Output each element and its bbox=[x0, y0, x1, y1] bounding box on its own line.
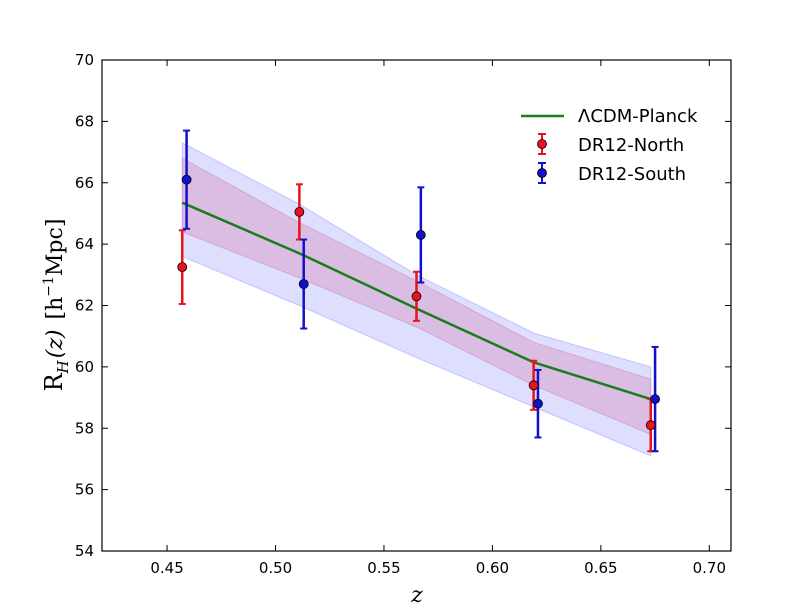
y-ticks: 54 56 58 60 62 64 66 68 70 bbox=[75, 51, 731, 560]
y-tick-label: 60 bbox=[75, 358, 94, 376]
data-point-north bbox=[645, 420, 656, 431]
y-tick-label: 66 bbox=[75, 174, 94, 192]
y-axis-label-unit-sup: −1 bbox=[41, 276, 57, 297]
y-tick-label: 56 bbox=[75, 481, 94, 499]
data-point-south bbox=[298, 279, 309, 289]
x-tick-label: 0.60 bbox=[476, 559, 509, 577]
data-point-south bbox=[650, 394, 660, 404]
y-tick-label: 64 bbox=[75, 235, 94, 253]
data-point-north bbox=[294, 207, 305, 217]
y-tick-label: 62 bbox=[75, 297, 94, 315]
x-tick-label: 0.55 bbox=[367, 559, 400, 577]
y-axis-label-symbol: R bbox=[40, 372, 68, 391]
legend-south-marker bbox=[537, 162, 547, 184]
legend-north-marker bbox=[537, 133, 547, 155]
y-axis-label: RH(z) [h−1Mpc] bbox=[40, 219, 72, 392]
data-point-north bbox=[177, 262, 188, 273]
x-tick-label: 0.45 bbox=[150, 559, 183, 577]
legend-south-label: DR12-South bbox=[578, 164, 686, 185]
data-point-south bbox=[415, 230, 426, 240]
y-axis-label-arg: (z) bbox=[43, 329, 68, 358]
x-axis-label: z bbox=[410, 583, 423, 608]
x-tick-label: 0.50 bbox=[259, 559, 292, 577]
y-axis-label-unit-pre: [h bbox=[43, 297, 68, 320]
legend-model-label: ΛCDM-Planck bbox=[578, 106, 698, 127]
x-tick-label: 0.65 bbox=[584, 559, 617, 577]
y-tick-label: 54 bbox=[75, 542, 94, 560]
y-axis-label-subscript: H bbox=[54, 359, 72, 374]
data-point-south bbox=[181, 174, 192, 185]
data-point-north bbox=[528, 380, 539, 391]
y-axis-label-unit-post: Mpc] bbox=[43, 219, 68, 277]
x-tick-label: 0.70 bbox=[693, 559, 726, 577]
data-points bbox=[177, 174, 660, 431]
data-point-south bbox=[533, 398, 543, 409]
data-point-north bbox=[411, 291, 422, 302]
legend-north-label: DR12-North bbox=[578, 135, 684, 156]
x-ticks: 0.45 0.50 0.55 0.60 0.65 0.70 bbox=[150, 60, 726, 577]
y-tick-label: 58 bbox=[75, 419, 94, 437]
y-tick-label: 70 bbox=[75, 51, 94, 69]
legend: ΛCDM-Planck DR12-North DR12-South bbox=[521, 106, 698, 185]
y-tick-label: 68 bbox=[75, 112, 94, 130]
